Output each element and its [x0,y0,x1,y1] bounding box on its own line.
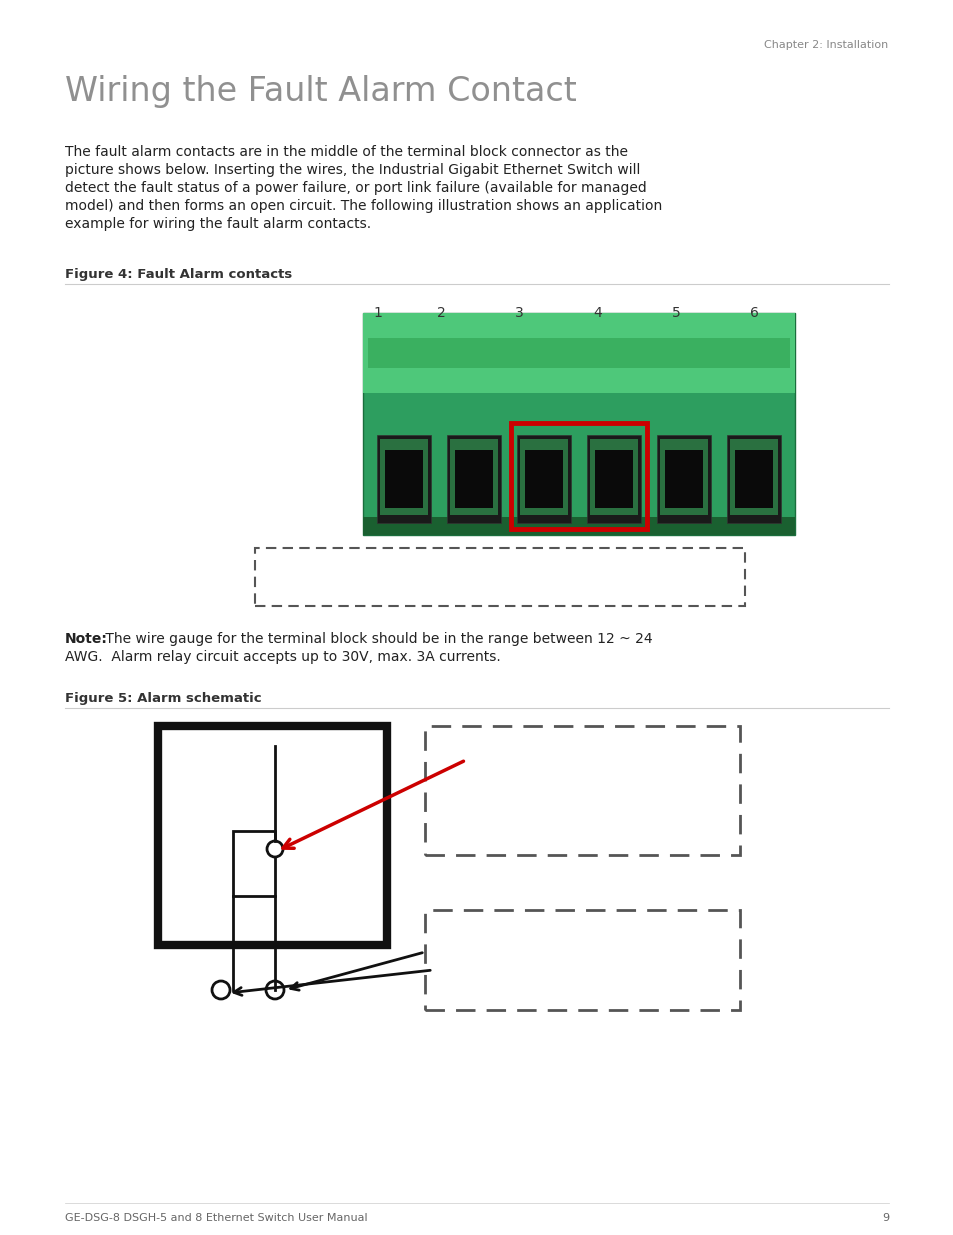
Text: 1: 1 [374,306,382,320]
Bar [455,450,493,508]
Bar [519,438,567,515]
Text: Wiring the Fault Alarm Contact: Wiring the Fault Alarm Contact [65,75,577,107]
Bar [726,435,781,522]
Bar [447,435,500,522]
Text: Note:: Note: [65,632,108,646]
Bar [517,435,571,522]
Bar [368,338,789,368]
Circle shape [266,981,284,999]
Text: The wire gauge for the terminal block should be in the range between 12 ~ 24: The wire gauge for the terminal block sh… [101,632,652,646]
Bar [586,435,640,522]
Circle shape [212,981,230,999]
Bar [524,450,562,508]
Bar [158,726,387,945]
Text: 9: 9 [881,1213,888,1223]
Bar [511,424,646,529]
Text: model) and then forms an open circuit. The following illustration shows an appli: model) and then forms an open circuit. T… [65,199,661,212]
Text: AWG.  Alarm relay circuit accepts up to 30V, max. 3A currents.: AWG. Alarm relay circuit accepts up to 3… [65,650,500,664]
Bar [664,450,702,508]
Bar [729,438,778,515]
Text: 2: 2 [436,306,445,320]
Bar [589,438,638,515]
Bar [363,312,794,393]
Bar [424,726,740,855]
Text: example for wiring the fault alarm contacts.: example for wiring the fault alarm conta… [65,217,371,231]
Text: GE-DSG-8 DSGH-5 and 8 Ethernet Switch User Manual: GE-DSG-8 DSGH-5 and 8 Ethernet Switch Us… [65,1213,367,1223]
Bar [363,517,794,535]
Text: Chapter 2: Installation: Chapter 2: Installation [763,40,887,49]
Text: The fault alarm contacts are in the middle of the terminal block connector as th: The fault alarm contacts are in the midd… [65,144,627,159]
Text: Figure 5: Alarm schematic: Figure 5: Alarm schematic [65,692,261,705]
Text: 5: 5 [671,306,679,320]
Bar [450,438,497,515]
Text: picture shows below. Inserting the wires, the Industrial Gigabit Ethernet Switch: picture shows below. Inserting the wires… [65,163,639,177]
Text: Figure 4: Fault Alarm contacts: Figure 4: Fault Alarm contacts [65,268,292,282]
Bar [659,438,707,515]
Text: 3: 3 [514,306,523,320]
Bar [595,450,633,508]
Circle shape [267,841,283,857]
Bar [254,548,744,606]
Bar [734,450,772,508]
Bar [363,312,794,535]
Bar [233,831,274,897]
Text: detect the fault status of a power failure, or port link failure (available for : detect the fault status of a power failu… [65,182,646,195]
Bar [424,910,740,1010]
Bar [657,435,710,522]
Bar [385,450,422,508]
Text: 6: 6 [749,306,758,320]
Text: 4: 4 [593,306,601,320]
Bar [379,438,428,515]
Bar [376,435,431,522]
